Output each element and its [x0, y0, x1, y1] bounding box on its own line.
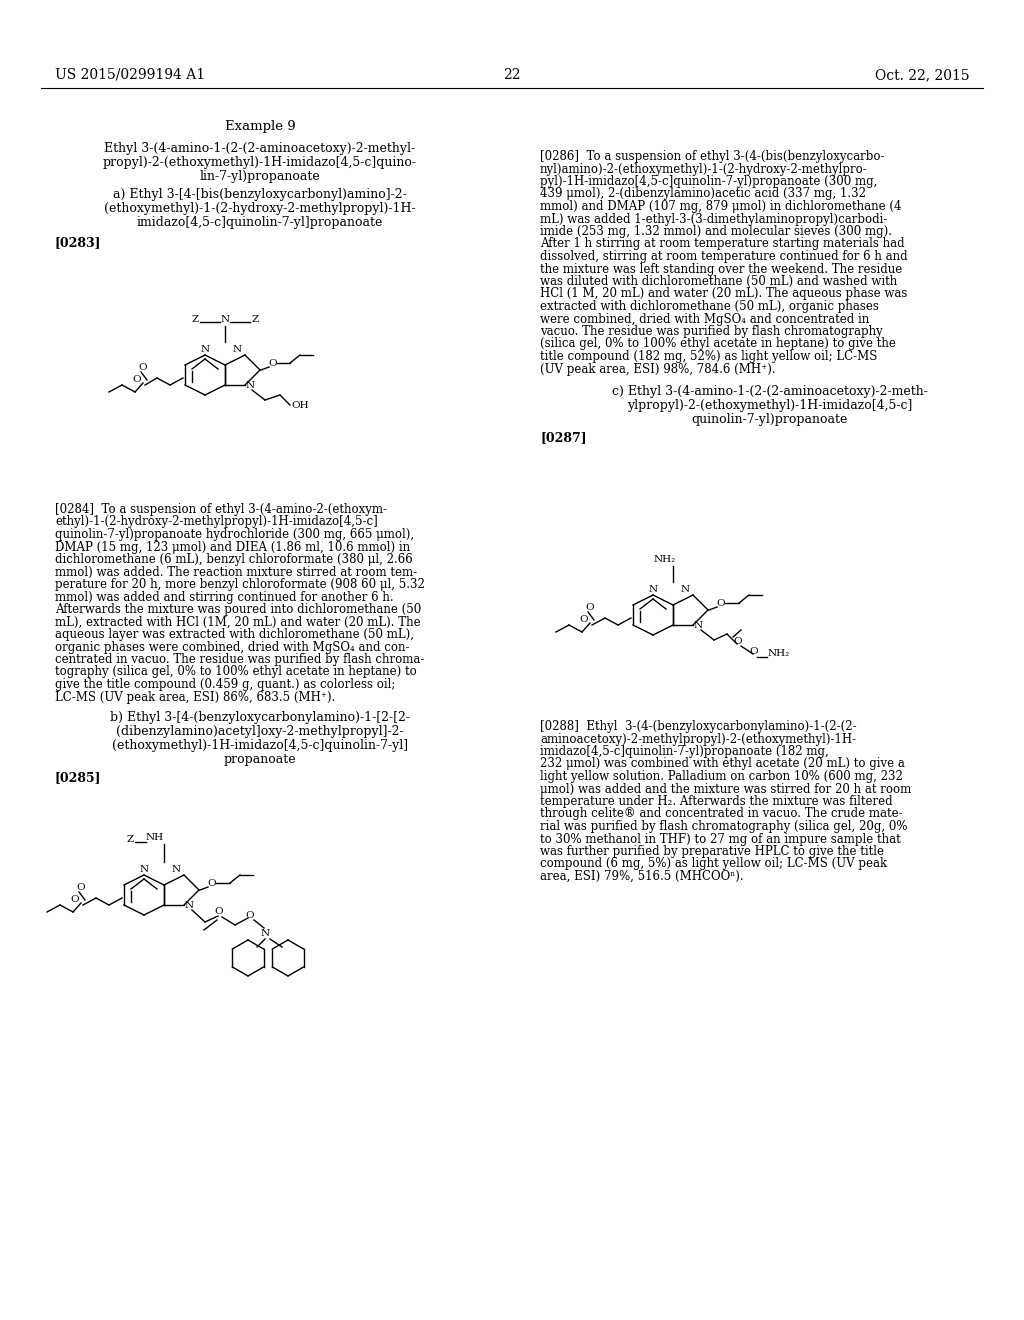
Text: area, ESI) 79%, 516.5 (MHCOOⁿ).: area, ESI) 79%, 516.5 (MHCOOⁿ).: [540, 870, 743, 883]
Text: light yellow solution. Palladium on carbon 10% (600 mg, 232: light yellow solution. Palladium on carb…: [540, 770, 903, 783]
Text: O: O: [77, 883, 85, 891]
Text: imide (253 mg, 1.32 mmol) and molecular sieves (300 mg).: imide (253 mg, 1.32 mmol) and molecular …: [540, 224, 892, 238]
Text: compound (6 mg, 5%) as light yellow oil; LC-MS (UV peak: compound (6 mg, 5%) as light yellow oil;…: [540, 858, 887, 870]
Text: mL) was added 1-ethyl-3-(3-dimethylaminopropyl)carbodi-: mL) was added 1-ethyl-3-(3-dimethylamino…: [540, 213, 888, 226]
Text: ethyl)-1-(2-hydroxy-2-methylpropyl)-1H-imidazo[4,5-c]: ethyl)-1-(2-hydroxy-2-methylpropyl)-1H-i…: [55, 516, 378, 528]
Text: (silica gel, 0% to 100% ethyl acetate in heptane) to give the: (silica gel, 0% to 100% ethyl acetate in…: [540, 338, 896, 351]
Text: c) Ethyl 3-(4-amino-1-(2-(2-aminoacetoxy)-2-meth-: c) Ethyl 3-(4-amino-1-(2-(2-aminoacetoxy…: [612, 385, 928, 399]
Text: pyl)-1H-imidazo[4,5-c]quinolin-7-yl)propanoate (300 mg,: pyl)-1H-imidazo[4,5-c]quinolin-7-yl)prop…: [540, 176, 878, 187]
Text: mmol) and DMAP (107 mg, 879 μmol) in dichloromethane (4: mmol) and DMAP (107 mg, 879 μmol) in dic…: [540, 201, 901, 213]
Text: After 1 h stirring at room temperature starting materials had: After 1 h stirring at room temperature s…: [540, 238, 904, 251]
Text: O: O: [717, 598, 725, 607]
Text: NH: NH: [146, 833, 164, 842]
Text: O: O: [750, 647, 759, 656]
Text: dissolved, stirring at room temperature continued for 6 h and: dissolved, stirring at room temperature …: [540, 249, 907, 263]
Text: [0285]: [0285]: [55, 771, 101, 784]
Text: μmol) was added and the mixture was stirred for 20 h at room: μmol) was added and the mixture was stir…: [540, 783, 911, 796]
Text: O: O: [215, 908, 223, 916]
Text: N: N: [184, 900, 194, 909]
Text: was further purified by preparative HPLC to give the title: was further purified by preparative HPLC…: [540, 845, 884, 858]
Text: N: N: [139, 866, 148, 874]
Text: O: O: [208, 879, 216, 887]
Text: [0288]  Ethyl  3-(4-(benzyloxycarbonylamino)-1-(2-(2-: [0288] Ethyl 3-(4-(benzyloxycarbonylamin…: [540, 719, 857, 733]
Text: quinolin-7-yl)propanoate: quinolin-7-yl)propanoate: [692, 413, 848, 426]
Text: 22: 22: [503, 69, 521, 82]
Text: organic phases were combined, dried with MgSO₄ and con-: organic phases were combined, dried with…: [55, 640, 410, 653]
Text: NH₂: NH₂: [768, 649, 791, 659]
Text: were combined, dried with MgSO₄ and concentrated in: were combined, dried with MgSO₄ and conc…: [540, 313, 869, 326]
Text: Example 9: Example 9: [224, 120, 295, 133]
Text: [0286]  To a suspension of ethyl 3-(4-(bis(benzyloxycarbo-: [0286] To a suspension of ethyl 3-(4-(bi…: [540, 150, 885, 162]
Text: perature for 20 h, more benzyl chloroformate (908 60 μl, 5.32: perature for 20 h, more benzyl chlorofor…: [55, 578, 425, 591]
Text: (ethoxymethyl)-1-(2-hydroxy-2-methylpropyl)-1H-: (ethoxymethyl)-1-(2-hydroxy-2-methylprop…: [104, 202, 416, 215]
Text: Afterwards the mixture was poured into dichloromethane (50: Afterwards the mixture was poured into d…: [55, 603, 421, 616]
Text: dichloromethane (6 mL), benzyl chloroformate (380 μl, 2.66: dichloromethane (6 mL), benzyl chlorofor…: [55, 553, 413, 566]
Text: O: O: [133, 375, 141, 384]
Text: was diluted with dichloromethane (50 mL) and washed with: was diluted with dichloromethane (50 mL)…: [540, 275, 897, 288]
Text: (UV peak area, ESI) 98%, 784.6 (MH⁺).: (UV peak area, ESI) 98%, 784.6 (MH⁺).: [540, 363, 775, 375]
Text: Z: Z: [191, 315, 199, 325]
Text: O: O: [586, 602, 594, 611]
Text: N: N: [201, 346, 210, 355]
Text: quinolin-7-yl)propanoate hydrochloride (300 mg, 665 μmol),: quinolin-7-yl)propanoate hydrochloride (…: [55, 528, 414, 541]
Text: DMAP (15 mg, 123 μmol) and DIEA (1.86 ml, 10.6 mmol) in: DMAP (15 mg, 123 μmol) and DIEA (1.86 ml…: [55, 540, 411, 553]
Text: US 2015/0299194 A1: US 2015/0299194 A1: [55, 69, 205, 82]
Text: N: N: [220, 315, 229, 325]
Text: lin-7-yl)propanoate: lin-7-yl)propanoate: [200, 170, 321, 183]
Text: vacuo. The residue was purified by flash chromatography: vacuo. The residue was purified by flash…: [540, 325, 883, 338]
Text: [0287]: [0287]: [540, 432, 587, 444]
Text: O: O: [246, 911, 254, 920]
Text: (ethoxymethyl)-1H-imidazo[4,5-c]quinolin-7-yl]: (ethoxymethyl)-1H-imidazo[4,5-c]quinolin…: [112, 739, 408, 752]
Text: propyl)-2-(ethoxymethyl)-1H-imidazo[4,5-c]quino-: propyl)-2-(ethoxymethyl)-1H-imidazo[4,5-…: [103, 156, 417, 169]
Text: Oct. 22, 2015: Oct. 22, 2015: [876, 69, 970, 82]
Text: mL), extracted with HCl (1M, 20 mL) and water (20 mL). The: mL), extracted with HCl (1M, 20 mL) and …: [55, 615, 421, 628]
Text: 439 μmol), 2-(dibenzylamino)acetic acid (337 mg, 1.32: 439 μmol), 2-(dibenzylamino)acetic acid …: [540, 187, 866, 201]
Text: imidazo[4,5-c]quinolin-7-yl]propanoate: imidazo[4,5-c]quinolin-7-yl]propanoate: [137, 216, 383, 228]
Text: mmol) was added. The reaction mixture stirred at room tem-: mmol) was added. The reaction mixture st…: [55, 565, 417, 578]
Text: propanoate: propanoate: [223, 752, 296, 766]
Text: O: O: [268, 359, 278, 367]
Text: extracted with dichloromethane (50 mL), organic phases: extracted with dichloromethane (50 mL), …: [540, 300, 879, 313]
Text: Ethyl 3-(4-amino-1-(2-(2-aminoacetoxy)-2-methyl-: Ethyl 3-(4-amino-1-(2-(2-aminoacetoxy)-2…: [104, 143, 416, 154]
Text: OH: OH: [291, 400, 308, 409]
Text: N: N: [648, 586, 657, 594]
Text: nyl)amino)-2-(ethoxymethyl)-1-(2-hydroxy-2-methylpro-: nyl)amino)-2-(ethoxymethyl)-1-(2-hydroxy…: [540, 162, 867, 176]
Text: HCl (1 M, 20 mL) and water (20 mL). The aqueous phase was: HCl (1 M, 20 mL) and water (20 mL). The …: [540, 288, 907, 301]
Text: tography (silica gel, 0% to 100% ethyl acetate in heptane) to: tography (silica gel, 0% to 100% ethyl a…: [55, 665, 417, 678]
Text: Z: Z: [126, 836, 133, 845]
Text: N: N: [680, 586, 689, 594]
Text: N: N: [232, 346, 242, 355]
Text: temperature under H₂. Afterwards the mixture was filtered: temperature under H₂. Afterwards the mix…: [540, 795, 893, 808]
Text: O: O: [71, 895, 79, 904]
Text: centrated in vacuo. The residue was purified by flash chroma-: centrated in vacuo. The residue was puri…: [55, 653, 424, 667]
Text: (dibenzylamino)acetyl]oxy-2-methylpropyl]-2-: (dibenzylamino)acetyl]oxy-2-methylpropyl…: [116, 725, 403, 738]
Text: O: O: [733, 636, 742, 645]
Text: Z: Z: [251, 315, 259, 325]
Text: 232 μmol) was combined with ethyl acetate (20 mL) to give a: 232 μmol) was combined with ethyl acetat…: [540, 758, 905, 771]
Text: N: N: [246, 380, 255, 389]
Text: ylpropyl)-2-(ethoxymethyl)-1H-imidazo[4,5-c]: ylpropyl)-2-(ethoxymethyl)-1H-imidazo[4,…: [628, 399, 912, 412]
Text: aminoacetoxy)-2-methylpropyl)-2-(ethoxymethyl)-1H-: aminoacetoxy)-2-methylpropyl)-2-(ethoxym…: [540, 733, 856, 746]
Text: rial was purified by flash chromatography (silica gel, 20g, 0%: rial was purified by flash chromatograph…: [540, 820, 907, 833]
Text: b) Ethyl 3-[4-(benzyloxycarbonylamino)-1-[2-[2-: b) Ethyl 3-[4-(benzyloxycarbonylamino)-1…: [110, 711, 410, 723]
Text: LC-MS (UV peak area, ESI) 86%, 683.5 (MH⁺).: LC-MS (UV peak area, ESI) 86%, 683.5 (MH…: [55, 690, 336, 704]
Text: through celite® and concentrated in vacuo. The crude mate-: through celite® and concentrated in vacu…: [540, 808, 902, 821]
Text: [0283]: [0283]: [55, 236, 101, 249]
Text: N: N: [693, 620, 702, 630]
Text: N: N: [260, 928, 269, 937]
Text: give the title compound (0.459 g, quant.) as colorless oil;: give the title compound (0.459 g, quant.…: [55, 678, 395, 690]
Text: a) Ethyl 3-[4-[bis(benzyloxycarbonyl)amino]-2-: a) Ethyl 3-[4-[bis(benzyloxycarbonyl)ami…: [113, 187, 407, 201]
Text: aqueous layer was extracted with dichloromethane (50 mL),: aqueous layer was extracted with dichlor…: [55, 628, 414, 642]
Text: NH₂: NH₂: [654, 556, 676, 565]
Text: mmol) was added and stirring continued for another 6 h.: mmol) was added and stirring continued f…: [55, 590, 393, 603]
Text: N: N: [171, 866, 180, 874]
Text: [0284]  To a suspension of ethyl 3-(4-amino-2-(ethoxym-: [0284] To a suspension of ethyl 3-(4-ami…: [55, 503, 387, 516]
Text: the mixture was left standing over the weekend. The residue: the mixture was left standing over the w…: [540, 263, 902, 276]
Text: O: O: [580, 615, 589, 624]
Text: to 30% methanol in THF) to 27 mg of an impure sample that: to 30% methanol in THF) to 27 mg of an i…: [540, 833, 901, 846]
Text: O: O: [138, 363, 147, 371]
Text: imidazo[4,5-c]quinolin-7-yl)propanoate (182 mg,: imidazo[4,5-c]quinolin-7-yl)propanoate (…: [540, 744, 828, 758]
Text: title compound (182 mg, 52%) as light yellow oil; LC-MS: title compound (182 mg, 52%) as light ye…: [540, 350, 878, 363]
